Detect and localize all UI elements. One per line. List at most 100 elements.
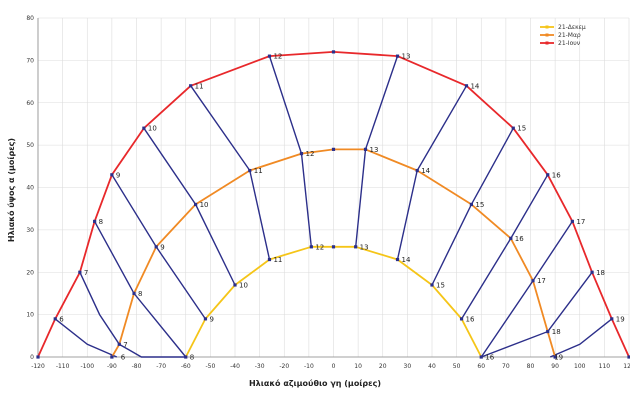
hour-label: 6 — [121, 354, 126, 362]
hour-label: 19 — [616, 315, 625, 323]
hour-label: 17 — [537, 277, 546, 285]
data-point — [142, 126, 146, 130]
data-point — [546, 329, 550, 334]
hour-label: 12 — [305, 150, 314, 158]
plot-area-frame — [37, 18, 629, 358]
data-point — [248, 168, 252, 173]
y-tick-label: 0 — [30, 354, 34, 361]
data-point — [395, 54, 400, 58]
data-point — [553, 355, 557, 359]
data-point — [331, 50, 336, 54]
data-point — [610, 317, 614, 321]
legend-marker — [545, 25, 549, 29]
legend-label: 21-Μαρ — [558, 32, 581, 39]
hour-label: 18 — [596, 269, 605, 277]
hour-label: 10 — [239, 281, 248, 289]
data-point — [509, 236, 513, 240]
data-point — [430, 283, 434, 287]
data-point — [459, 317, 464, 321]
x-tick-label: -60 — [181, 363, 191, 370]
hour-label: 9 — [209, 315, 213, 323]
data-point — [194, 202, 198, 207]
hour-label: 15 — [475, 201, 484, 209]
x-tick-label: -120 — [31, 363, 45, 370]
hour-label: 16 — [485, 354, 494, 362]
data-point — [117, 342, 121, 346]
data-point — [363, 147, 368, 151]
x-tick-label: 90 — [551, 363, 559, 370]
x-tick-label: 50 — [453, 363, 461, 370]
data-point — [415, 168, 419, 173]
y-tick-label: 60 — [26, 100, 34, 107]
hour-labels: 6 7 8 9 10 11 12 13 14 15 16 17 18 19 7 8 9 10 11 12 13 14 15 1… — [59, 53, 624, 362]
x-tick-label: -90 — [107, 363, 117, 370]
hour-label: 11 — [195, 82, 204, 90]
x-tick-label: -20 — [279, 363, 289, 370]
data-point — [93, 219, 97, 223]
y-tick-label: 20 — [26, 269, 34, 276]
hour-label: 14 — [402, 256, 411, 264]
data-point — [590, 270, 594, 274]
legend-label: 21-Ιουν — [558, 40, 581, 47]
x-tick-label: -80 — [132, 363, 142, 370]
legend-marker — [545, 41, 549, 45]
data-point — [511, 126, 515, 130]
hour-label: 9 — [160, 243, 164, 251]
data-point — [110, 173, 114, 177]
x-tick-label: 100 — [574, 363, 586, 370]
hour-label: 8 — [190, 354, 194, 362]
data-point — [309, 245, 313, 249]
data-point — [233, 283, 237, 287]
hour-label: 13 — [402, 53, 411, 61]
data-point — [464, 84, 469, 88]
hour-label: 17 — [576, 218, 585, 226]
data-point — [469, 202, 473, 207]
x-tick-label: 0 — [332, 363, 336, 370]
x-tick-label: -30 — [255, 363, 265, 370]
x-tick-label: -10 — [304, 363, 314, 370]
y-tick-labels: 0 10 20 30 40 50 60 70 80 — [26, 15, 34, 361]
data-point — [78, 270, 82, 274]
data-point — [299, 152, 304, 156]
x-tick-label: 120 — [623, 363, 630, 370]
legend-marker — [545, 33, 549, 37]
hour-label: 7 — [123, 341, 127, 349]
y-tick-label: 40 — [26, 185, 34, 192]
data-point — [189, 84, 193, 88]
hour-label: 14 — [421, 167, 430, 175]
data-point — [53, 317, 57, 321]
hour-label: 15 — [436, 281, 445, 289]
data-markers — [36, 50, 630, 359]
data-point — [110, 355, 114, 359]
data-point — [531, 279, 535, 283]
legend-label: 21-Δεκεμ — [558, 24, 586, 31]
hour-label: 19 — [554, 354, 563, 362]
hour-label: 15 — [517, 125, 526, 133]
y-tick-label: 80 — [26, 15, 34, 22]
x-tick-label: 80 — [527, 363, 535, 370]
hour-label: 16 — [515, 235, 524, 243]
data-point — [36, 355, 40, 359]
hour-label: 7 — [84, 269, 88, 277]
x-tick-label: 70 — [502, 363, 510, 370]
hour-label: 13 — [360, 243, 369, 251]
x-tick-label: 110 — [599, 363, 611, 370]
y-tick-label: 50 — [26, 142, 34, 149]
y-tick-label: 70 — [26, 57, 34, 64]
hour-line-19 — [549, 318, 613, 358]
hour-label: 8 — [138, 290, 142, 298]
x-tick-label: -110 — [56, 363, 70, 370]
data-point — [267, 54, 272, 58]
y-axis-title: Ηλιακό ύψος α (μοίρες) — [6, 138, 16, 242]
hour-label: 12 — [273, 53, 282, 61]
data-point — [331, 147, 336, 151]
x-tick-label: -40 — [230, 363, 240, 370]
data-point — [570, 219, 574, 223]
x-tick-label: -50 — [205, 363, 215, 370]
hour-label: 11 — [254, 167, 263, 175]
x-tick-label: 20 — [379, 363, 387, 370]
x-tick-label: 10 — [354, 363, 362, 370]
